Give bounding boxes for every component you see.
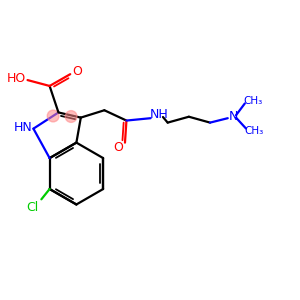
Text: O: O bbox=[72, 65, 82, 78]
Text: Cl: Cl bbox=[26, 201, 39, 214]
Text: CH₃: CH₃ bbox=[244, 126, 264, 136]
Circle shape bbox=[47, 110, 59, 122]
Text: HO: HO bbox=[7, 72, 26, 85]
Text: N: N bbox=[228, 110, 238, 123]
Text: O: O bbox=[114, 141, 123, 154]
Text: NH: NH bbox=[149, 108, 168, 121]
Text: CH₃: CH₃ bbox=[243, 96, 263, 106]
Text: HN: HN bbox=[14, 121, 32, 134]
Circle shape bbox=[65, 111, 77, 122]
